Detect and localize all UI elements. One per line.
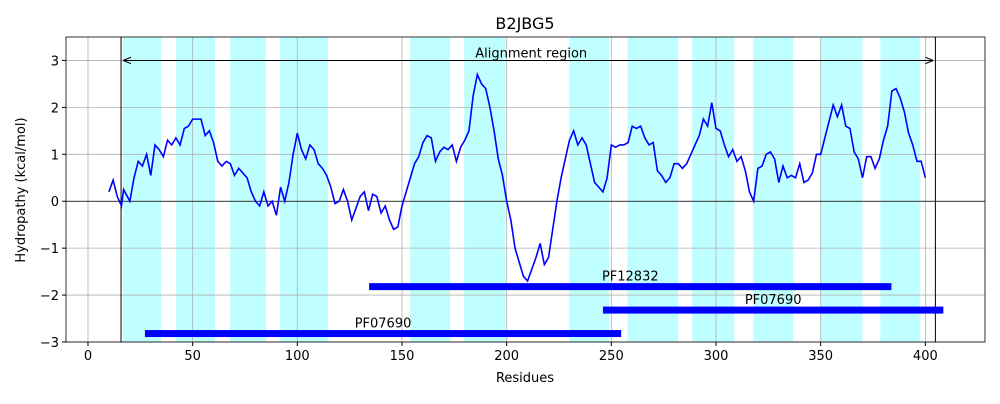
chart-title: B2JBG5 <box>495 14 554 33</box>
domain-bar <box>602 306 944 314</box>
region-band <box>569 37 610 342</box>
domain-label: PF07690 <box>745 293 802 308</box>
x-tick-label: 250 <box>599 349 624 364</box>
region-band <box>820 37 863 342</box>
x-axis-label: Residues <box>496 371 554 386</box>
domain-label: PF07690 <box>355 317 412 332</box>
y-tick-label: 0 <box>51 195 59 210</box>
x-tick-label: 200 <box>494 349 519 364</box>
region-band <box>175 37 216 342</box>
alignment-label: Alignment region <box>475 46 587 61</box>
y-tick-label: −1 <box>40 242 59 257</box>
plot-frame <box>65 36 986 343</box>
x-tick-label: 400 <box>913 349 938 364</box>
y-axis-label: Hydropathy (kcal/mol) <box>14 117 29 262</box>
hydropathy-line <box>108 71 927 283</box>
domain-bar <box>369 283 892 291</box>
domain-bar <box>144 330 622 338</box>
y-tick-label: −3 <box>40 336 59 351</box>
region-band <box>230 37 266 342</box>
x-tick-label: 50 <box>184 349 201 364</box>
x-tick-label: 100 <box>285 349 310 364</box>
y-tick-label: 3 <box>51 54 59 69</box>
x-tick-label: 300 <box>704 349 729 364</box>
domain-label: PF12832 <box>602 270 659 285</box>
y-tick-label: 2 <box>51 101 59 116</box>
region-band <box>122 37 162 342</box>
y-tick-label: −2 <box>40 289 59 304</box>
y-tick-label: 1 <box>51 148 59 163</box>
x-tick-label: 150 <box>390 349 415 364</box>
region-band <box>627 37 679 342</box>
x-tick-label: 0 <box>84 349 92 364</box>
x-tick-label: 350 <box>808 349 833 364</box>
region-band <box>880 37 921 342</box>
region-band <box>753 37 794 342</box>
region-band <box>464 37 506 342</box>
region-band <box>692 37 735 342</box>
region-band <box>410 37 451 342</box>
